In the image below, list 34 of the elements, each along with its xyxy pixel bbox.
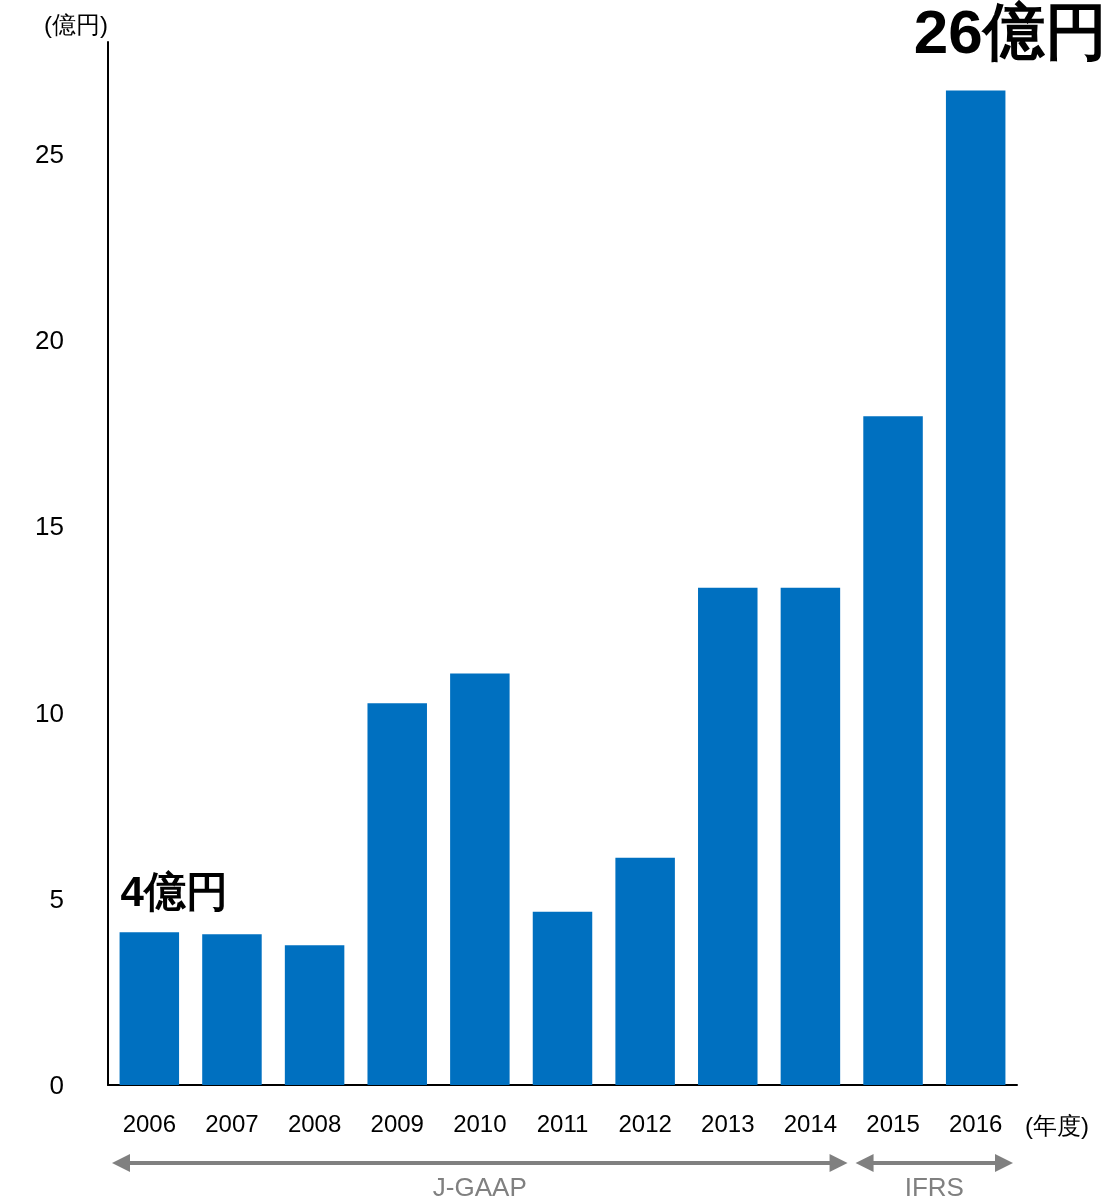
bar: [284, 945, 345, 1085]
bar: [119, 932, 180, 1085]
y-tick-label: 25: [35, 138, 64, 169]
bar: [450, 673, 510, 1085]
y-axis-title: (億円): [44, 10, 108, 38]
x-tick-label: 2010: [453, 1109, 507, 1137]
x-tick-label: 2013: [701, 1109, 755, 1137]
x-tick-label: 2007: [205, 1109, 259, 1137]
x-tick-label: 2009: [370, 1109, 424, 1137]
x-tick-label: 2011: [536, 1109, 589, 1137]
x-axis-title: (年度): [1025, 1111, 1089, 1139]
y-tick-label: 5: [49, 883, 64, 914]
x-tick-label: 2012: [618, 1109, 672, 1137]
bar: [367, 703, 427, 1085]
x-tick-label: 2006: [122, 1109, 177, 1137]
bar: [945, 90, 1006, 1085]
bar: [532, 911, 593, 1085]
y-tick-label: 10: [35, 697, 64, 728]
x-tick-label: 2015: [866, 1109, 920, 1137]
annotation: 4億円: [120, 867, 228, 915]
x-tick-label: 2008: [287, 1109, 342, 1137]
text: IFRS: [904, 1172, 964, 1202]
bar: [202, 934, 262, 1085]
x-tick-label: 2016: [948, 1109, 1003, 1137]
bar: [615, 857, 675, 1085]
y-tick-label: 0: [49, 1070, 64, 1100]
x-tick-label: 2014: [783, 1109, 838, 1137]
y-tick-label: 15: [35, 511, 64, 542]
text: J-GAAP: [432, 1172, 527, 1202]
bar: [780, 587, 841, 1085]
y-tick-label: 20: [35, 325, 64, 355]
bar: [698, 587, 758, 1085]
annotation: 26億円: [913, 0, 1107, 66]
bar: [863, 416, 923, 1085]
